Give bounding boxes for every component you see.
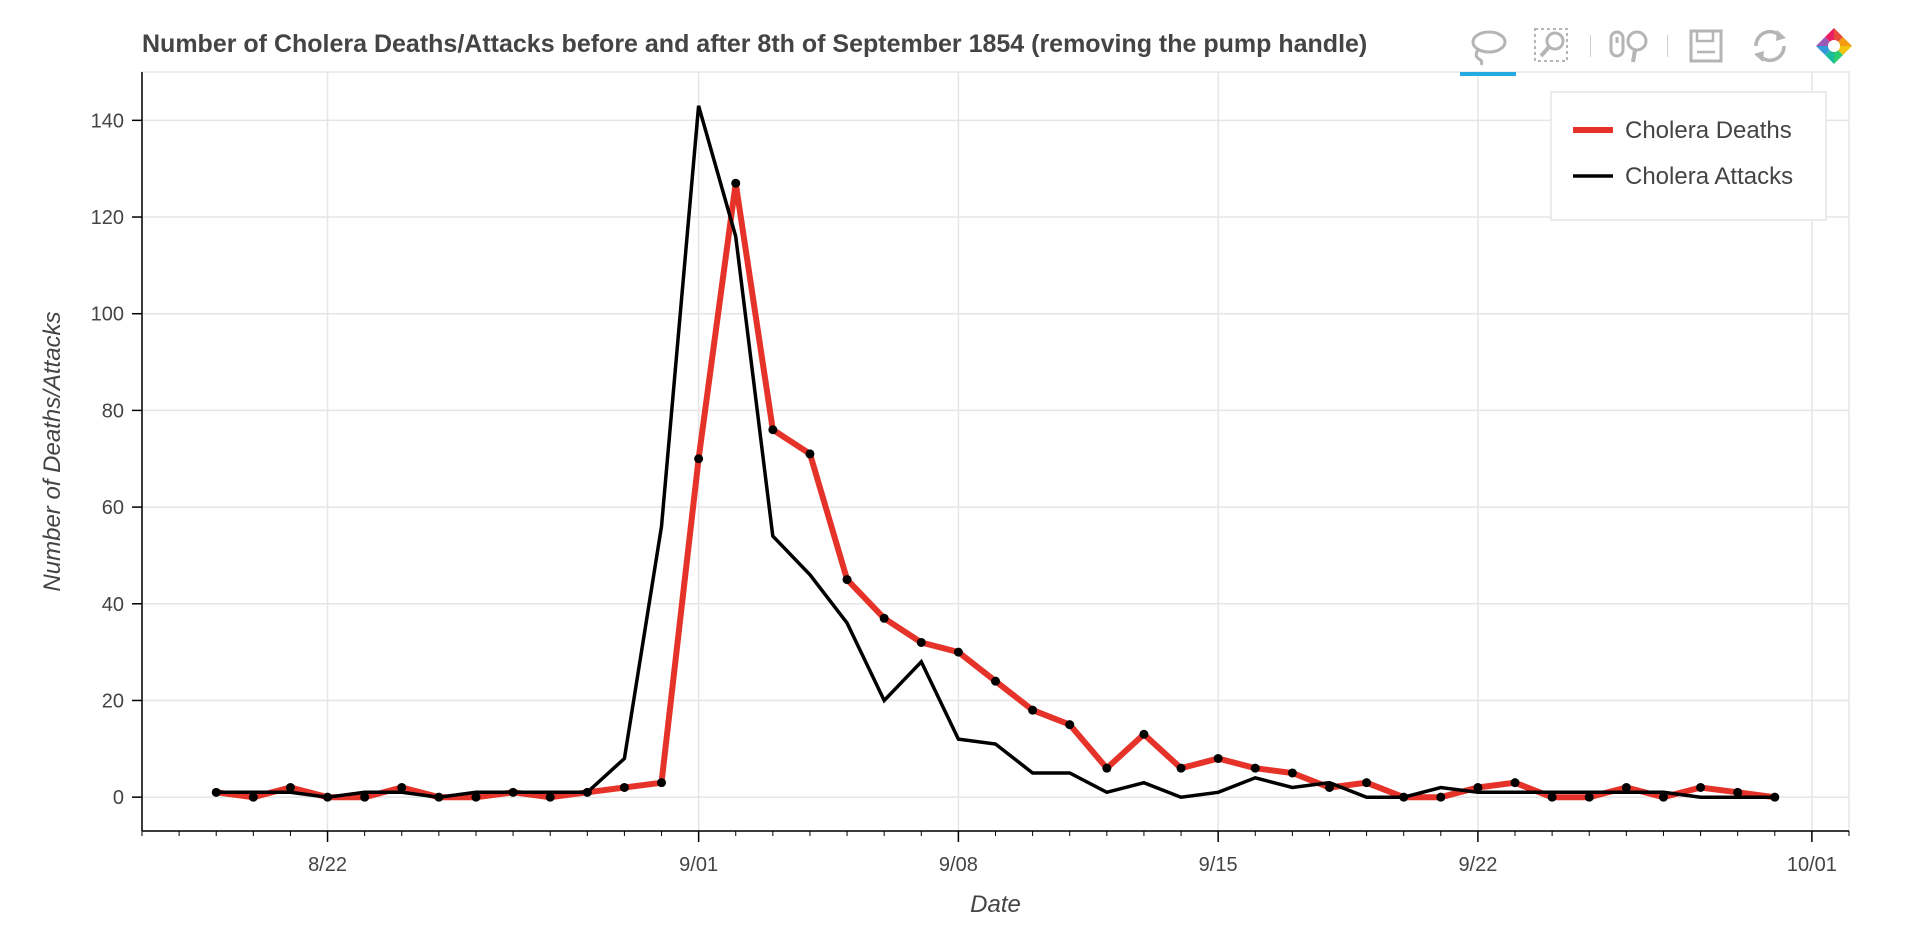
deaths-point [211,787,221,797]
lasso-select-icon [1471,30,1507,66]
deaths-point [1065,720,1075,730]
deaths-point [1362,778,1372,788]
deaths-point [323,792,333,802]
axes: 0 20 40 60 80 100 120 140 8/22 9/01 9/08 9/15 9/22 10… [91,72,1850,876]
deaths-point [991,676,1000,686]
deaths-point [1028,705,1038,715]
deaths-point [879,613,889,623]
deaths-point [397,782,407,792]
attacks-line [216,105,1775,799]
lasso-select-tool[interactable] [1456,20,1520,76]
y-tick-label: 120 [91,207,124,229]
deaths-point [1733,787,1743,797]
legend: Cholera Deaths Cholera Attacks [1550,91,1827,221]
toolbar-separator [1590,35,1591,57]
bokeh-logo[interactable] [1802,20,1866,72]
y-tick-label: 0 [113,787,124,809]
deaths-point [582,787,592,797]
y-axis-label: Number of Deaths/Attacks [39,311,66,591]
x-tick-label: 9/01 [679,854,718,876]
deaths-point [545,792,555,802]
deaths-line [215,182,1776,801]
deaths-point [1324,782,1334,792]
legend-label-deaths: Cholera Deaths [1625,117,1792,144]
reset-tool[interactable] [1738,20,1802,72]
deaths-point [1473,782,1483,792]
x-tick-label: 8/22 [308,854,347,876]
x-tick-label: 9/15 [1199,854,1238,876]
x-tick-label: 9/08 [939,854,978,876]
deaths-point [694,454,704,464]
deaths-point [916,637,926,647]
bokeh-logo-icon [1816,28,1852,64]
save-tool[interactable] [1674,20,1738,72]
x-tick-label: 10/01 [1787,854,1837,876]
y-tick-label: 20 [102,690,124,712]
deaths-point [434,792,444,802]
deaths-point [1399,792,1409,802]
deaths-point [1510,778,1520,788]
deaths-point [805,449,815,459]
y-tick-label: 100 [91,304,124,326]
chart-title: Number of Cholera Deaths/Attacks before … [142,30,1368,58]
x-axis-label: Date [970,891,1021,918]
plot-series [211,105,1780,802]
deaths-point [471,792,481,802]
y-tick-label: 60 [102,497,124,519]
deaths-point [768,425,778,435]
deaths-point [1621,782,1631,792]
x-tick-label: 9/22 [1458,854,1497,876]
deaths-point [1436,792,1446,802]
deaths-point [285,782,295,792]
wheel-zoom-icon [1609,30,1648,63]
deaths-point [1770,792,1780,802]
deaths-point [731,178,741,188]
deaths-point [508,787,518,797]
deaths-point [953,647,963,657]
wheel-zoom-tool[interactable] [1597,20,1661,72]
deaths-point [248,792,258,802]
deaths-point [1213,753,1223,763]
deaths-point [1547,792,1557,802]
y-tick-label: 40 [102,594,124,616]
deaths-point [1102,763,1112,773]
deaths-point [1696,782,1706,792]
box-zoom-tool[interactable] [1520,20,1584,72]
deaths-point [1250,763,1260,773]
reset-icon [1754,29,1786,63]
legend-label-attacks: Cholera Attacks [1625,163,1793,190]
deaths-point [360,792,370,802]
legend-box [1550,91,1827,221]
deaths-point [1287,768,1297,778]
deaths-point [1176,763,1186,773]
toolbar [1456,18,1866,76]
deaths-point [657,778,667,788]
y-tick-label: 80 [102,400,124,422]
y-tick-label: 140 [91,110,124,132]
toolbar-separator [1667,35,1668,57]
deaths-point [1584,792,1594,802]
deaths-point [1139,729,1149,739]
deaths-point [1658,792,1668,802]
box-zoom-icon [1534,28,1568,62]
deaths-point [842,575,852,585]
deaths-point [619,782,629,792]
save-icon [1689,29,1723,63]
